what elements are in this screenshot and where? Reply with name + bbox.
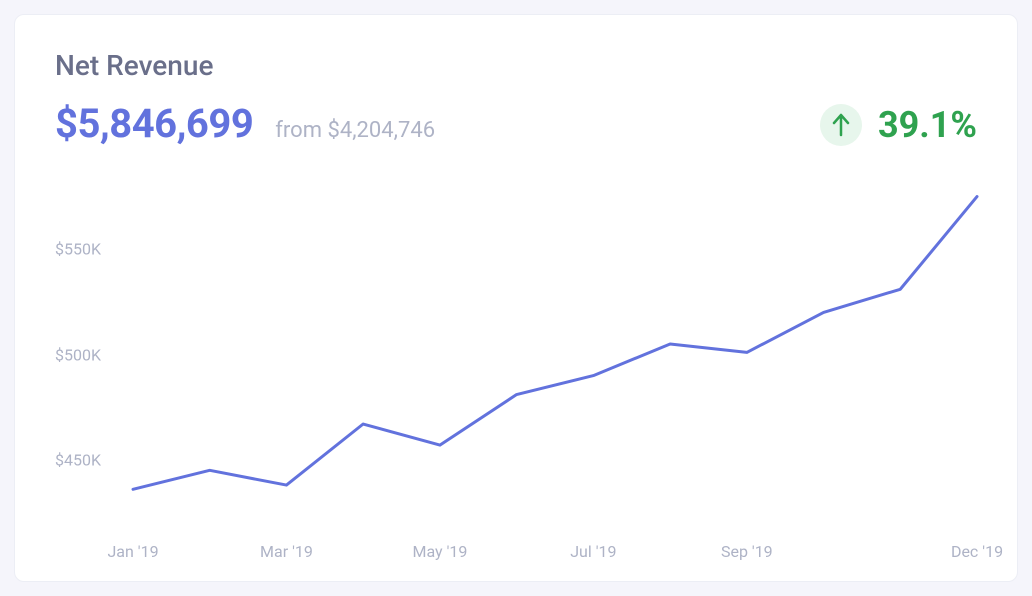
y-tick-label: $500K bbox=[55, 345, 101, 364]
from-prefix: from bbox=[275, 118, 322, 143]
x-axis: Jan '19Mar '19May '19Jul '19Sep '19Dec '… bbox=[133, 531, 977, 561]
y-tick-label: $450K bbox=[55, 450, 101, 469]
x-tick-label: Sep '19 bbox=[721, 542, 773, 561]
line-chart: $450K $500K $550K Jan '19 Mar '19 May '19 Jul… bbox=[55, 165, 977, 561]
trend-up-icon bbox=[820, 104, 862, 146]
metrics-left: $5,846,699 from $4,204,746 bbox=[55, 100, 435, 147]
x-tick-label: Jan '19 bbox=[107, 542, 158, 561]
x-tick-label: May '19 bbox=[412, 542, 467, 561]
revenue-card: Net Revenue $5,846,699 from $4,204,746 3… bbox=[14, 14, 1018, 582]
from-value: $4,204,746 bbox=[327, 118, 435, 143]
metrics-right: 39.1% bbox=[820, 104, 977, 146]
metric-value: $5,846,699 bbox=[55, 100, 253, 147]
x-tick-label: Jul '19 bbox=[570, 542, 616, 561]
delta-percent: 39.1% bbox=[878, 104, 977, 146]
card-title: Net Revenue bbox=[55, 49, 977, 82]
x-tick-label: Dec '19 bbox=[951, 542, 1003, 561]
metric-from: from $4,204,746 bbox=[275, 118, 435, 143]
y-tick-label: $550K bbox=[55, 240, 101, 259]
y-axis: $450K $500K $550K bbox=[55, 165, 115, 523]
chart-plot bbox=[133, 165, 977, 523]
metrics-row: $5,846,699 from $4,204,746 39.1% bbox=[55, 100, 977, 147]
x-tick-label: Mar '19 bbox=[260, 542, 313, 561]
